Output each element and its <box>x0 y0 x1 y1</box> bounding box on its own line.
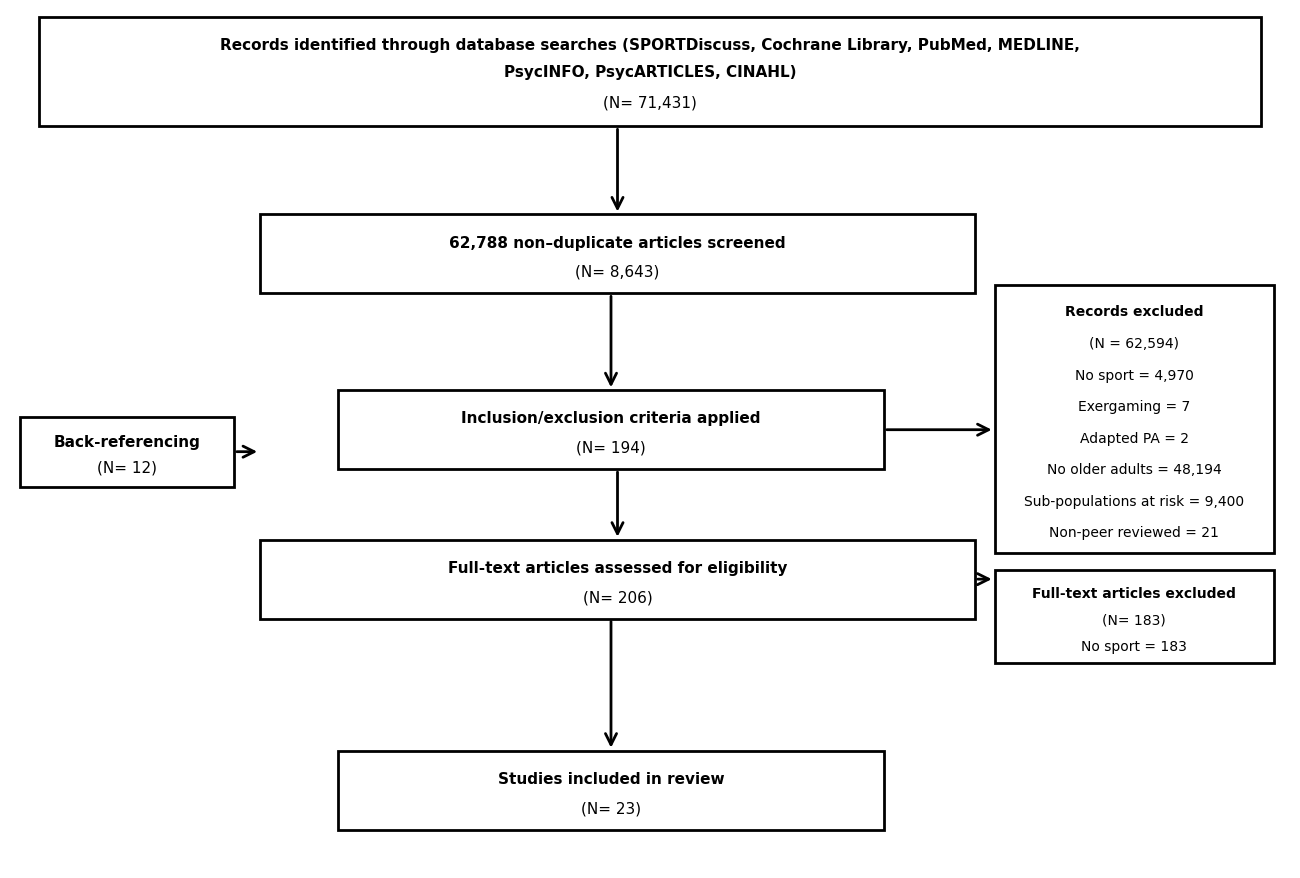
Text: No older adults = 48,194: No older adults = 48,194 <box>1046 463 1222 477</box>
Text: Records identified through database searches (SPORTDiscuss, Cochrane Library, Pu: Records identified through database sear… <box>220 38 1080 53</box>
Text: Non-peer reviewed = 21: Non-peer reviewed = 21 <box>1049 526 1219 540</box>
Text: Records excluded: Records excluded <box>1065 306 1204 319</box>
Text: Back-referencing: Back-referencing <box>53 434 200 450</box>
Text: (N= 206): (N= 206) <box>582 589 653 604</box>
Text: (N= 71,431): (N= 71,431) <box>603 96 697 111</box>
Text: Inclusion/exclusion criteria applied: Inclusion/exclusion criteria applied <box>462 411 760 426</box>
FancyBboxPatch shape <box>39 18 1261 127</box>
FancyBboxPatch shape <box>260 215 975 294</box>
Text: 62,788 non–duplicate articles screened: 62,788 non–duplicate articles screened <box>450 235 785 250</box>
FancyBboxPatch shape <box>338 391 884 470</box>
Text: Full-text articles assessed for eligibility: Full-text articles assessed for eligibil… <box>447 560 788 575</box>
Text: (N= 183): (N= 183) <box>1102 613 1166 626</box>
FancyBboxPatch shape <box>260 540 975 619</box>
FancyBboxPatch shape <box>20 417 234 487</box>
Text: No sport = 183: No sport = 183 <box>1082 639 1187 652</box>
FancyBboxPatch shape <box>994 571 1274 663</box>
Text: Sub-populations at risk = 9,400: Sub-populations at risk = 9,400 <box>1024 494 1244 508</box>
Text: Full-text articles excluded: Full-text articles excluded <box>1032 587 1236 600</box>
Text: (N= 23): (N= 23) <box>581 800 641 815</box>
Text: (N = 62,594): (N = 62,594) <box>1089 336 1179 350</box>
FancyBboxPatch shape <box>338 751 884 830</box>
FancyBboxPatch shape <box>994 285 1274 553</box>
Text: (N= 8,643): (N= 8,643) <box>576 264 659 279</box>
Text: (N= 194): (N= 194) <box>576 440 646 455</box>
Text: Studies included in review: Studies included in review <box>498 771 724 786</box>
Text: Adapted PA = 2: Adapted PA = 2 <box>1080 431 1188 445</box>
Text: Exergaming = 7: Exergaming = 7 <box>1078 399 1191 414</box>
Text: PsycINFO, PsycARTICLES, CINAHL): PsycINFO, PsycARTICLES, CINAHL) <box>504 65 796 80</box>
Text: No sport = 4,970: No sport = 4,970 <box>1075 368 1193 382</box>
Text: (N= 12): (N= 12) <box>96 460 157 475</box>
